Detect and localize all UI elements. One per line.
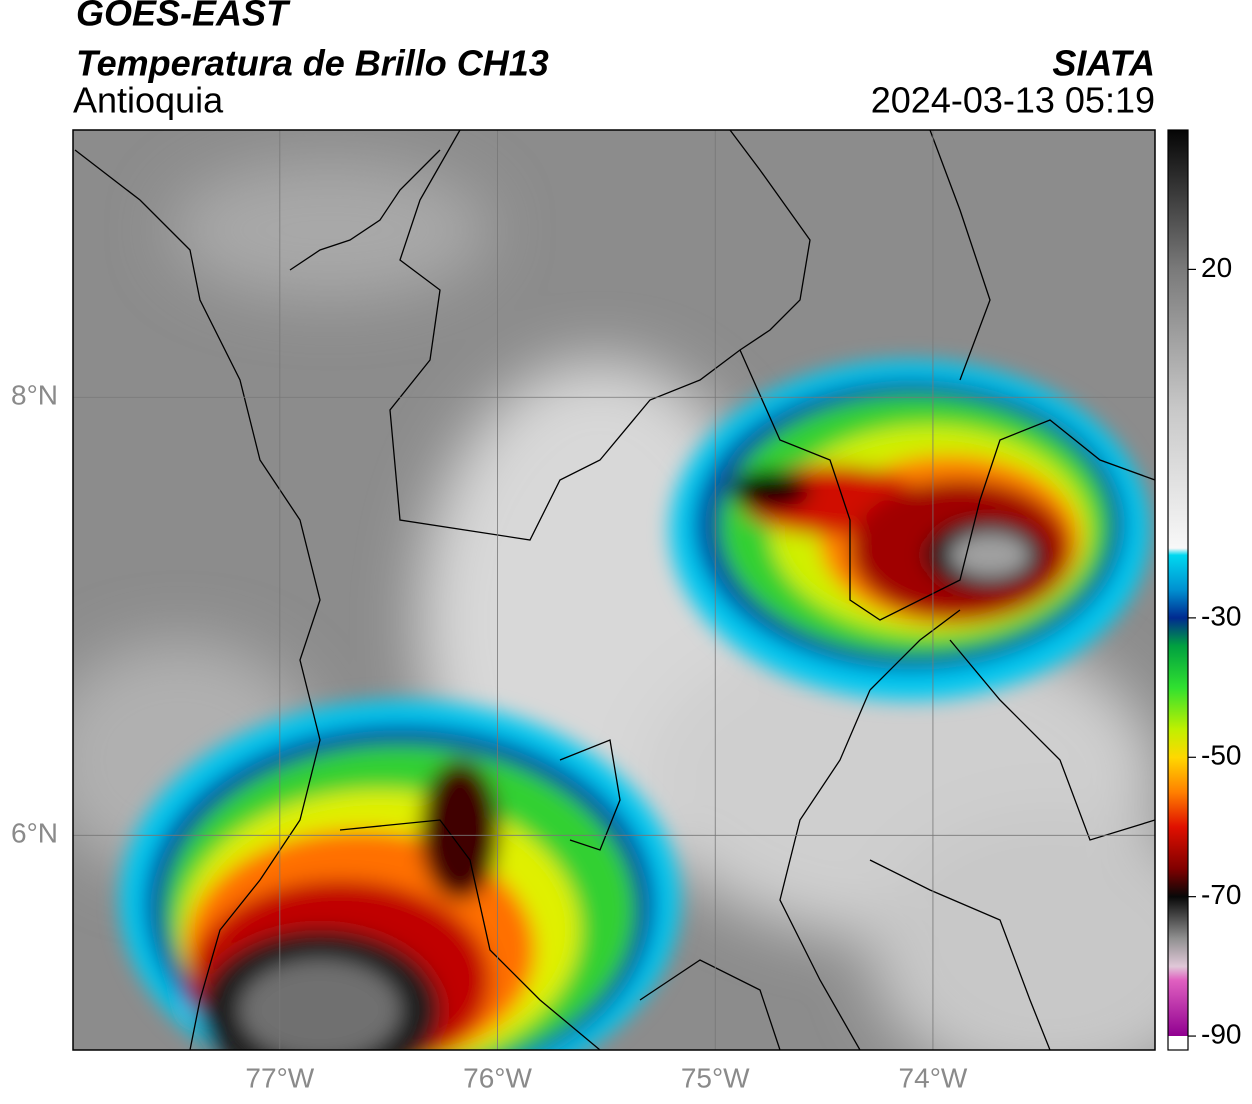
storm-west [120,700,680,1050]
region: Antioquia [73,80,224,121]
map-area [73,130,1155,1050]
colorbar-tick-label: -70 [1201,879,1241,910]
storm-east [670,360,1150,700]
colorbar-tick-label: 20 [1201,252,1232,283]
x-tick-label: 74°W [899,1062,968,1093]
colorbar [1167,129,1189,1051]
subtitle: Temperatura de Brillo CH13 [76,43,549,84]
colorbar-tick-label: -50 [1201,740,1241,771]
colorbar-tick-label: -90 [1201,1018,1241,1049]
source: SIATA [1052,43,1155,84]
datetime: 2024-03-13 05:19 [871,80,1155,121]
x-tick-label: 75°W [681,1062,750,1093]
colorbar-tick-label: -30 [1201,600,1241,631]
title: GOES-EAST [76,0,291,34]
y-tick-label: 8°N [11,380,58,411]
map-frame [72,129,1156,1051]
x-tick-label: 76°W [463,1062,532,1093]
boundaries [74,130,1155,1050]
x-tick-label: 77°W [245,1062,314,1093]
y-tick-label: 6°N [11,818,58,849]
